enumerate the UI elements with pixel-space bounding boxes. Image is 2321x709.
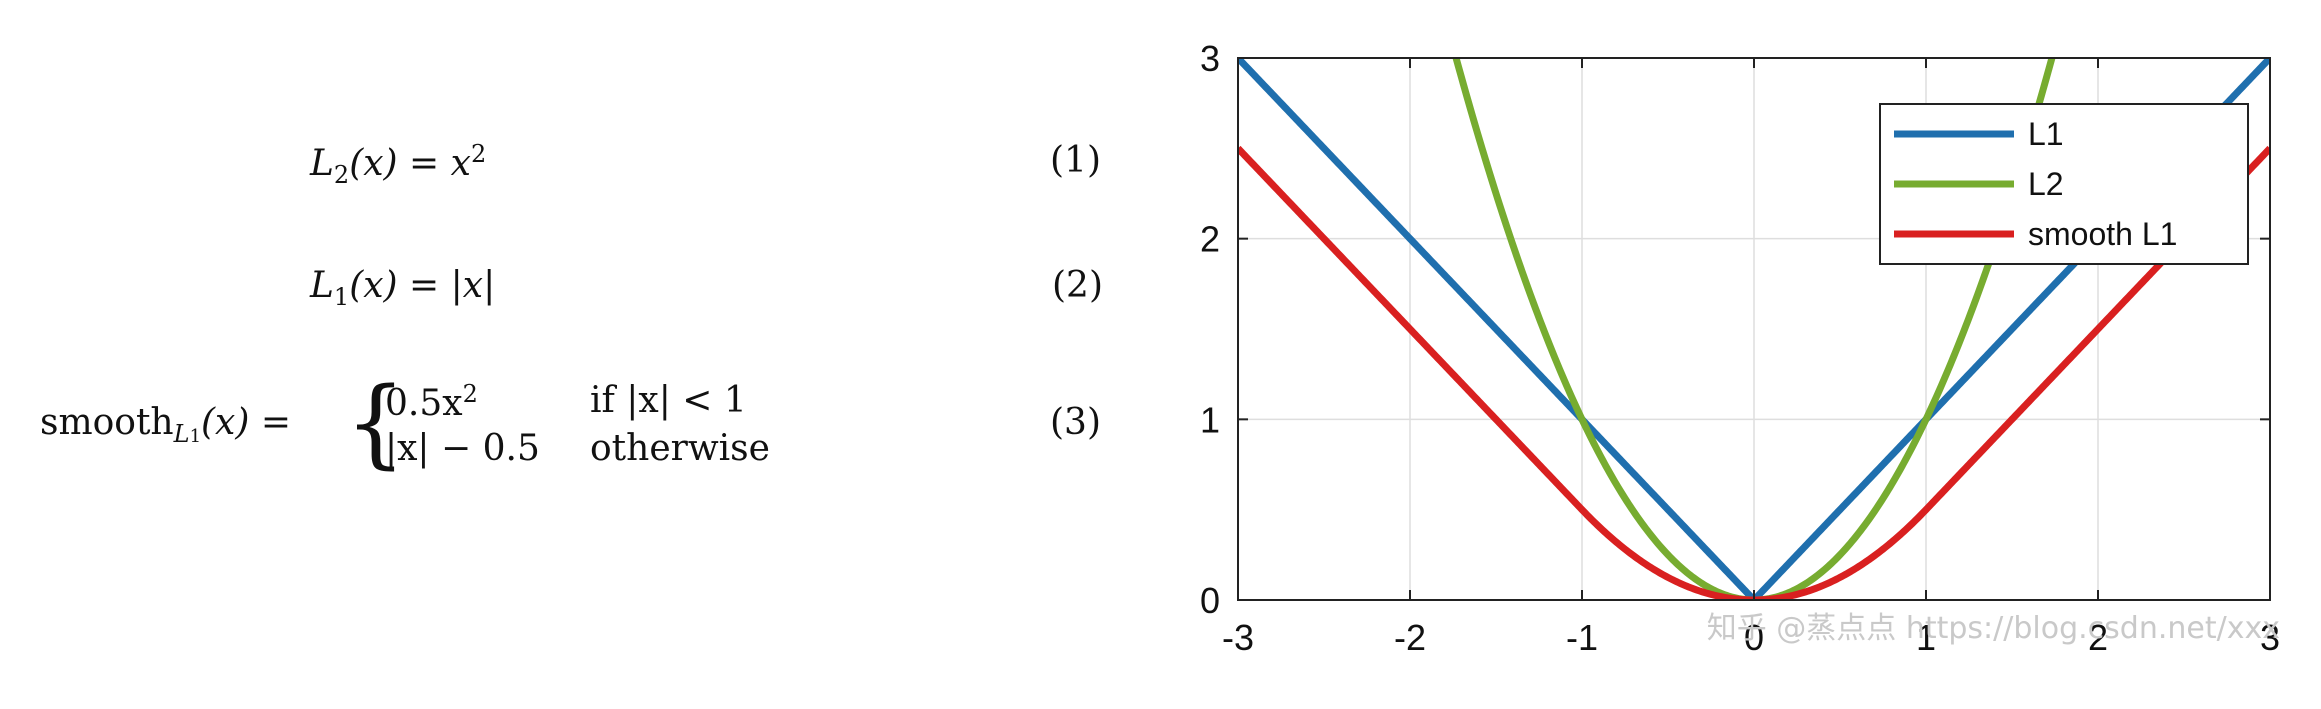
equation-number-2: (2)	[1052, 265, 1103, 306]
equation-smooth-l1-lhs: smoothL1(x) =	[40, 402, 292, 449]
y-tick-label-3: 3	[1200, 38, 1220, 79]
equation-l1: L1(x) = |x|	[310, 265, 496, 312]
x-tick-label-4: 1	[1916, 617, 1936, 658]
x-tick-label-1: -2	[1394, 617, 1426, 658]
case-1-condition: if |x| < 1	[590, 380, 747, 421]
cases-brace: {	[345, 367, 407, 479]
case-1-expression: 0.5x2	[385, 380, 478, 424]
legend-label-1: L2	[2028, 166, 2064, 202]
y-tick-label-2: 2	[1200, 219, 1220, 260]
equation-number-3: (3)	[1050, 402, 1101, 443]
x-tick-label-2: -1	[1566, 617, 1598, 658]
y-tick-label-1: 1	[1200, 399, 1220, 440]
legend-label-0: L1	[2028, 116, 2064, 152]
equation-number-1: (1)	[1050, 140, 1101, 181]
watermark-text: 知乎 @蒸点点 https://blog.csdn.net/xxx	[1707, 611, 2280, 646]
x-tick-label-3: 0	[1744, 617, 1764, 658]
case-2-expression: |x| − 0.5	[385, 428, 540, 469]
y-tick-label-0: 0	[1200, 580, 1220, 621]
equation-l1-row: L1(x) = |x| (2)	[40, 265, 1120, 335]
loss-comparison-chart: -3 -2 -1 0 1 2 3 0 1 2 3 L1 L2 smooth L1 知乎 @蒸点点 https…	[1200, 38, 2280, 658]
x-tick-label-5: 2	[2088, 617, 2108, 658]
series-line-smooth-l1	[1238, 145, 2270, 600]
case-2-condition: otherwise	[590, 428, 770, 469]
x-tick-label-0: -3	[1222, 617, 1254, 658]
x-tick-label-6: 3	[2260, 617, 2280, 658]
equation-smooth-l1-row: smoothL1(x) = { 0.5x2 if |x| < 1 |x| − 0…	[40, 375, 1120, 490]
legend-label-2: smooth L1	[2028, 216, 2177, 252]
equation-l2-row: L2(x) = x2 (1)	[40, 140, 1120, 210]
equation-l2: L2(x) = x2	[310, 140, 487, 190]
